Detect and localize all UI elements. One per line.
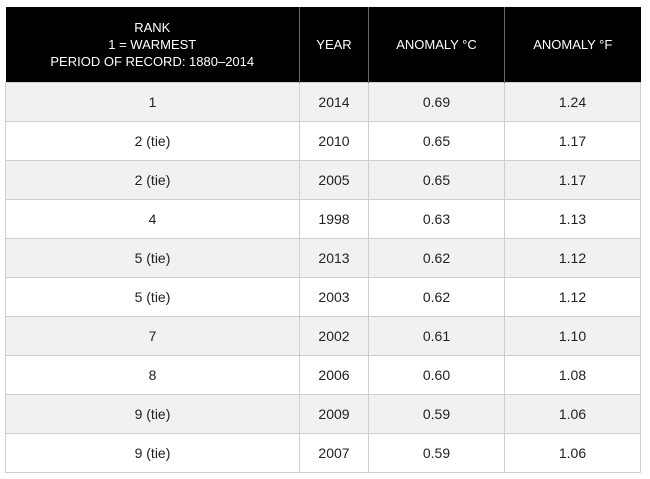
cell-anomaly-f: 1.08 <box>504 355 641 395</box>
header-anomaly-c: ANOMALY °C <box>368 7 505 83</box>
cell-anomaly-c: 0.63 <box>368 199 505 239</box>
cell-year: 2010 <box>299 121 369 161</box>
warmest-years-table: RANK 1 = WARMEST PERIOD OF RECORD: 1880–… <box>5 7 641 473</box>
cell-anomaly-c: 0.61 <box>368 316 505 356</box>
cell-rank: 8 <box>5 355 300 395</box>
cell-rank: 2 (tie) <box>5 121 300 161</box>
cell-anomaly-c: 0.69 <box>368 82 505 122</box>
cell-anomaly-c: 0.62 <box>368 277 505 317</box>
table-row: 1 2014 0.69 1.24 <box>5 82 641 122</box>
cell-anomaly-f: 1.06 <box>504 433 641 473</box>
cell-rank: 4 <box>5 199 300 239</box>
table-row: 2 (tie) 2005 0.65 1.17 <box>5 160 641 200</box>
cell-anomaly-f: 1.12 <box>504 277 641 317</box>
table-row: 8 2006 0.60 1.08 <box>5 355 641 395</box>
cell-anomaly-c: 0.65 <box>368 160 505 200</box>
cell-anomaly-f: 1.13 <box>504 199 641 239</box>
cell-anomaly-f: 1.17 <box>504 121 641 161</box>
cell-year: 2003 <box>299 277 369 317</box>
table-row: 5 (tie) 2013 0.62 1.12 <box>5 238 641 278</box>
table-row: 2 (tie) 2010 0.65 1.17 <box>5 121 641 161</box>
cell-anomaly-f: 1.24 <box>504 82 641 122</box>
cell-anomaly-c: 0.62 <box>368 238 505 278</box>
cell-rank: 1 <box>5 82 300 122</box>
cell-anomaly-c: 0.65 <box>368 121 505 161</box>
cell-year: 2013 <box>299 238 369 278</box>
header-anomaly-f: ANOMALY °F <box>504 7 641 83</box>
cell-year: 2005 <box>299 160 369 200</box>
cell-anomaly-f: 1.10 <box>504 316 641 356</box>
warmest-years-table-container: RANK 1 = WARMEST PERIOD OF RECORD: 1880–… <box>5 7 641 473</box>
cell-rank: 5 (tie) <box>5 277 300 317</box>
header-rank-line: RANK <box>134 20 171 35</box>
cell-anomaly-f: 1.17 <box>504 160 641 200</box>
table-row: 9 (tie) 2007 0.59 1.06 <box>5 433 641 473</box>
cell-rank: 9 (tie) <box>5 394 300 434</box>
cell-rank: 5 (tie) <box>5 238 300 278</box>
header-row: RANK 1 = WARMEST PERIOD OF RECORD: 1880–… <box>5 7 641 83</box>
table-row: 7 2002 0.61 1.10 <box>5 316 641 356</box>
cell-year: 2006 <box>299 355 369 395</box>
cell-rank: 2 (tie) <box>5 160 300 200</box>
cell-anomaly-c: 0.59 <box>368 433 505 473</box>
cell-rank: 9 (tie) <box>5 433 300 473</box>
cell-anomaly-f: 1.06 <box>504 394 641 434</box>
table-row: 9 (tie) 2009 0.59 1.06 <box>5 394 641 434</box>
cell-anomaly-c: 0.60 <box>368 355 505 395</box>
cell-year: 2014 <box>299 82 369 122</box>
cell-year: 2009 <box>299 394 369 434</box>
header-rank-line: 1 = WARMEST <box>108 37 197 52</box>
header-rank-line: PERIOD OF RECORD: 1880–2014 <box>50 54 255 69</box>
table-body: 1 2014 0.69 1.24 2 (tie) 2010 0.65 1.17 … <box>5 82 641 473</box>
cell-year: 1998 <box>299 199 369 239</box>
cell-year: 2007 <box>299 433 369 473</box>
cell-year: 2002 <box>299 316 369 356</box>
table-row: 5 (tie) 2003 0.62 1.12 <box>5 277 641 317</box>
header-rank: RANK 1 = WARMEST PERIOD OF RECORD: 1880–… <box>5 7 300 83</box>
table-row: 4 1998 0.63 1.13 <box>5 199 641 239</box>
cell-anomaly-f: 1.12 <box>504 238 641 278</box>
cell-rank: 7 <box>5 316 300 356</box>
cell-anomaly-c: 0.59 <box>368 394 505 434</box>
header-year: YEAR <box>299 7 369 83</box>
table-header: RANK 1 = WARMEST PERIOD OF RECORD: 1880–… <box>5 7 641 83</box>
